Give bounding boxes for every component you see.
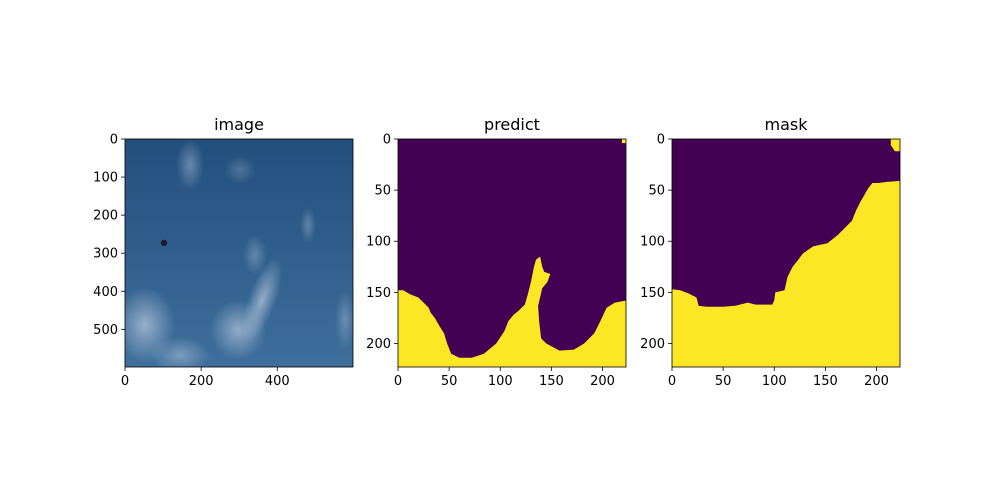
y-tick-label: 200	[366, 337, 391, 352]
panel-predict-ticks: 0 50 100 150 200 0 50 100 150 200	[366, 133, 615, 390]
cloud-wisp	[224, 156, 256, 184]
class-1-region	[398, 256, 626, 367]
class-1-corner	[621, 139, 626, 144]
panel-mask: mask 0 50 100 150 200 0 50 100 150 200	[640, 115, 901, 390]
panel-mask-frame	[671, 138, 901, 368]
y-tick-label: 400	[93, 285, 118, 300]
x-tick-label: 200	[590, 374, 615, 389]
y-tick-label: 150	[366, 286, 391, 301]
y-tick-label: 300	[93, 247, 118, 262]
cloud-wisp	[176, 139, 204, 191]
y-tick-label: 150	[640, 286, 665, 301]
sky-photo	[125, 139, 353, 367]
x-tick-label: 0	[668, 374, 676, 389]
y-tick-label: 50	[648, 184, 665, 199]
x-tick-label: 200	[189, 374, 214, 389]
x-tick-label: 100	[762, 374, 787, 389]
y-tick-label: 100	[640, 235, 665, 250]
x-tick-label: 400	[265, 374, 290, 389]
panel-predict-frame	[397, 138, 627, 368]
cloud-wisp	[300, 207, 316, 243]
x-tick-label: 100	[488, 374, 513, 389]
panel-mask-title: mask	[765, 115, 809, 134]
panel-predict-title: predict	[484, 115, 540, 134]
panel-predict: predict 0 50 100 150 200 0 50 100 150 200	[366, 115, 627, 390]
x-tick-label: 50	[715, 374, 732, 389]
y-tick-label: 200	[640, 337, 665, 352]
x-tick-label: 150	[539, 374, 564, 389]
panel-mask-ticks: 0 50 100 150 200 0 50 100 150 200	[640, 133, 889, 390]
panel-image: image 0 200 400 0 100 200 300 400 500	[93, 115, 354, 390]
x-tick-label: 0	[121, 374, 129, 389]
cloud-wisp	[243, 235, 267, 275]
x-tick-label: 0	[394, 374, 402, 389]
y-tick-label: 50	[374, 184, 391, 199]
y-tick-label: 500	[93, 323, 118, 338]
y-tick-label: 200	[93, 209, 118, 224]
panel-image-ticks: 0 200 400 0 100 200 300 400 500	[93, 133, 289, 390]
cloud-wisp	[210, 300, 266, 360]
mask-heatmap	[672, 139, 900, 367]
cloud-wisp	[150, 337, 210, 367]
panel-image-title: image	[214, 115, 264, 134]
x-tick-label: 50	[441, 374, 458, 389]
class-1-corner	[890, 139, 900, 152]
predict-heatmap	[398, 139, 626, 367]
y-tick-label: 100	[93, 171, 118, 186]
y-tick-label: 100	[366, 235, 391, 250]
x-tick-label: 200	[864, 374, 889, 389]
x-tick-label: 150	[813, 374, 838, 389]
y-tick-label: 0	[657, 133, 665, 148]
cloud-wisp	[335, 290, 353, 350]
y-tick-label: 0	[383, 133, 391, 148]
dark-speck	[160, 239, 168, 247]
class-1-region	[672, 180, 900, 367]
y-tick-label: 0	[110, 133, 118, 148]
